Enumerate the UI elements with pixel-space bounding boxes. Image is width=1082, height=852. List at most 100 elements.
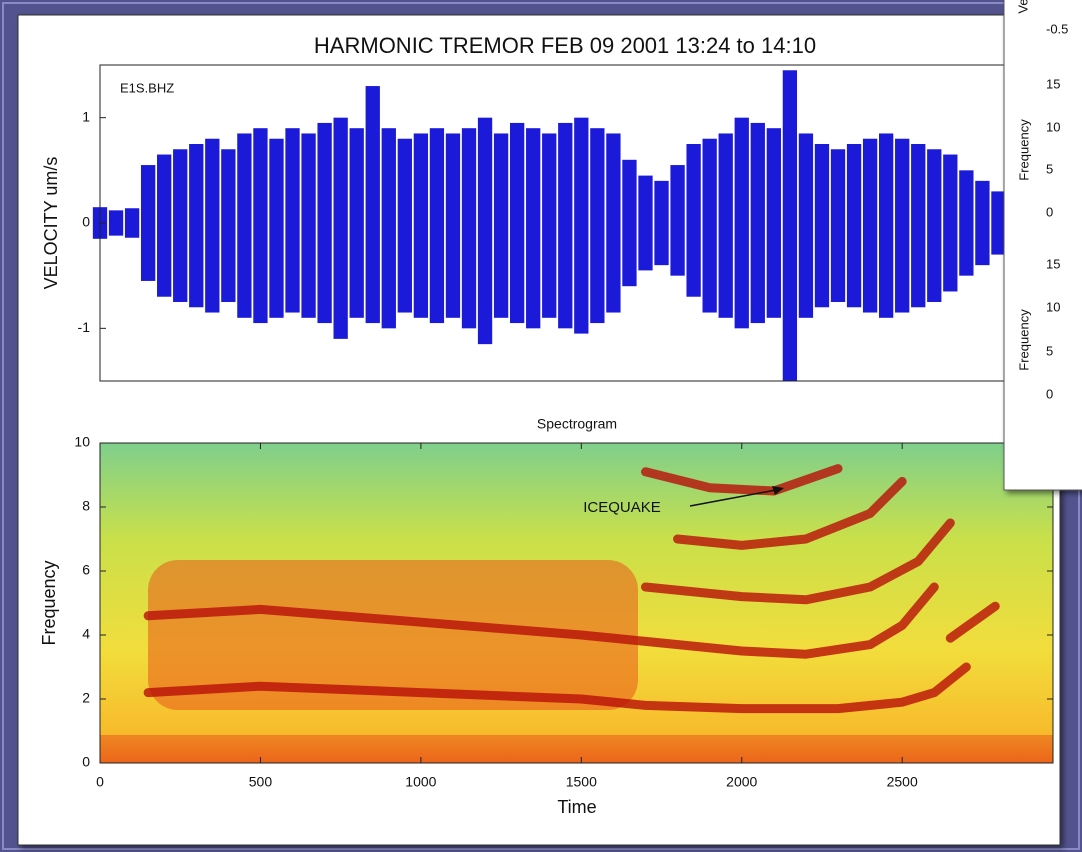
y-tick-label: -1: [78, 319, 91, 335]
waveform-envelope: [317, 122, 332, 324]
overlay-tick-label: -0.5: [1046, 21, 1068, 36]
y-tick-label: 0: [82, 214, 90, 230]
waveform-envelope: [991, 191, 1006, 255]
icequake-arrow: [689, 489, 777, 507]
waveform-envelope: [911, 144, 926, 308]
overlay-tick-label: 0: [1046, 204, 1053, 219]
waveform-envelope: [670, 165, 685, 276]
waveform-envelope: [269, 138, 284, 318]
waveform-envelope: [526, 128, 541, 329]
x-tick-label: 2500: [887, 774, 918, 790]
overlay-window: Ve -0.5 15 10 5 0 15 10 5 0 Frequency Frequency: [1003, 0, 1082, 491]
chart-title: HARMONIC TREMOR FEB 09 2001 13:24 to 14:…: [314, 33, 816, 58]
y-tick-label: 8: [82, 498, 90, 514]
y-tick-label: 4: [82, 626, 90, 642]
y-tick-label: 6: [82, 562, 90, 578]
waveform-envelope: [702, 138, 717, 313]
waveform-envelope: [766, 128, 781, 318]
overlay-tick-label: 0: [1046, 386, 1053, 401]
waveform-envelope: [798, 133, 814, 318]
y-tick-label: 0: [82, 754, 90, 770]
y-axis-label: Frequency: [39, 560, 59, 645]
overlay-tick-label: 15: [1046, 256, 1060, 271]
overlay-tick-label: 10: [1046, 119, 1060, 134]
waveform-envelope: [509, 122, 525, 324]
waveform-envelope: [108, 210, 124, 236]
waveform-envelope: [365, 86, 380, 324]
waveform-envelope: [285, 128, 300, 313]
waveform-envelope: [189, 144, 204, 308]
overlay-y-label: Frequency: [1016, 309, 1031, 371]
waveform-envelope: [157, 154, 172, 297]
waveform-envelope: [477, 117, 493, 345]
harmonic-band: [143, 582, 939, 659]
waveform-envelope: [718, 133, 733, 318]
y-tick-label: 2: [82, 690, 90, 706]
y-axis-label: VELOCITY um/s: [41, 157, 61, 290]
waveform-envelope: [830, 149, 846, 302]
waveform-envelope: [975, 180, 990, 266]
low-frequency-energy: [100, 735, 1053, 763]
waveform-envelope: [862, 138, 878, 313]
waveform-envelope: [461, 128, 477, 329]
overlay-tick-label: 5: [1046, 343, 1053, 358]
x-tick-label: 1000: [405, 774, 436, 790]
waveform-envelope: [734, 117, 749, 329]
harmonic-band: [945, 601, 1000, 643]
waveform-envelope: [606, 133, 621, 313]
waveform-envelope: [493, 133, 509, 318]
waveform-envelope: [333, 117, 348, 339]
waveform-envelope: [943, 154, 958, 292]
waveform-envelope: [140, 165, 156, 281]
waveform-envelope: [654, 180, 669, 266]
waveform-envelope: [622, 159, 637, 287]
waveform-envelope: [205, 138, 220, 313]
waveform-envelope: [686, 144, 701, 297]
waveform-envelope: [782, 70, 798, 382]
waveform-envelope: [959, 170, 974, 276]
waveform-envelope: [445, 133, 461, 318]
waveform-envelope: [381, 128, 396, 329]
waveform-envelope: [221, 149, 236, 302]
harmonic-band: [640, 518, 955, 605]
waveform-envelope: [750, 122, 765, 324]
waveform-envelope: [558, 122, 573, 329]
overlay-frame: [1003, 0, 1082, 491]
harmonic-band: [640, 464, 843, 496]
overlay-tick-label: 10: [1046, 299, 1060, 314]
waveform-envelope: [301, 133, 316, 318]
waveform-panel: HARMONIC TREMOR FEB 09 2001 13:24 to 14:…: [41, 33, 1054, 382]
x-tick-label: 0: [96, 774, 104, 790]
waveform-envelope: [253, 128, 268, 324]
waveform-envelope: [638, 175, 653, 271]
waveform-envelope: [846, 144, 862, 308]
spectral-energy: [148, 560, 638, 710]
waveform-envelope: [397, 138, 412, 313]
harmonic-band: [143, 662, 971, 714]
waveform-envelope: [413, 133, 429, 318]
waveform-envelope: [878, 133, 894, 318]
harmonic-band: [673, 476, 907, 550]
icequake-label: ICEQUAKE: [583, 499, 661, 516]
station-label: E1S.BHZ: [120, 80, 174, 95]
waveform-envelope: [895, 138, 910, 313]
plot-frame: [99, 442, 1054, 764]
waveform-envelope: [814, 144, 830, 308]
waveform-envelope: [124, 208, 140, 238]
overlay-tick-label: 15: [1046, 76, 1060, 91]
icequake-arrowhead: [772, 486, 784, 495]
waveform-envelope: [429, 128, 445, 324]
x-tick-label: 2000: [726, 774, 757, 790]
spectrogram-panel: Spectrogram Time Frequency 0 500 1000 1500 2000…: [39, 416, 1054, 817]
waveform-envelope: [349, 128, 364, 318]
overlay-y-label: Frequency: [1016, 119, 1031, 181]
waveform-envelope: [237, 133, 252, 318]
x-axis-label: Time: [557, 797, 596, 817]
x-tick-label: 500: [249, 774, 273, 790]
waveform-envelope: [574, 117, 589, 334]
waveform-envelope: [542, 133, 557, 318]
overlay-axis-label: Ve: [1015, 0, 1030, 14]
x-tick-label: 1500: [566, 774, 597, 790]
